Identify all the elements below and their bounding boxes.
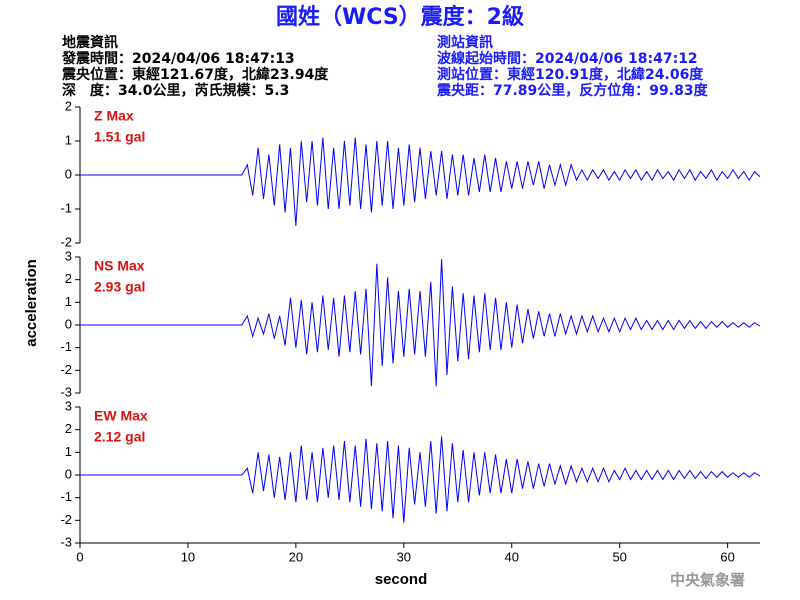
y-tick-label: 1: [65, 444, 72, 459]
x-tick-label: 30: [397, 549, 411, 564]
x-axis-label: second: [375, 571, 428, 588]
y-tick-label: -1: [60, 489, 72, 504]
info-line: 波線起始時間：2024/04/06 18:47:12: [437, 50, 698, 67]
y-tick-label: -2: [60, 234, 72, 249]
max-annotation: 2.12 gal: [94, 429, 145, 445]
waveform: [80, 137, 761, 227]
max-annotation: EW Max: [94, 408, 148, 424]
y-tick-label: 1: [65, 294, 72, 309]
y-tick-label: 3: [65, 398, 72, 413]
title: 國姓（WCS）震度：2級: [276, 4, 524, 30]
info-line: 測站資訊: [437, 34, 493, 51]
station-info: 測站資訊 波線起始時間：2024/04/06 18:47:12 測站位置：東經1…: [436, 34, 709, 99]
y-tick-label: -1: [60, 200, 72, 215]
x-tick-label: 0: [76, 549, 83, 564]
y-tick-label: -1: [60, 339, 72, 354]
y-tick-label: -2: [60, 362, 72, 377]
waveform: [80, 436, 761, 523]
info-line: 地震資訊: [62, 34, 118, 51]
y-tick-label: 3: [65, 248, 72, 263]
watermark: 中央氣象署: [670, 571, 745, 589]
max-annotation: NS Max: [94, 258, 145, 274]
x-tick-label: 50: [612, 549, 626, 564]
max-annotation: Z Max: [94, 108, 134, 124]
info-line: 震央距：77.89公里，反方位角：99.83度: [436, 82, 709, 99]
x-tick-label: 60: [720, 549, 734, 564]
waveform: [80, 259, 761, 387]
y-tick-label: 0: [65, 166, 72, 181]
info-line: 震央位置：東經121.67度，北緯23.94度: [61, 66, 329, 83]
y-axis-label: acceleration: [23, 259, 40, 347]
y-tick-label: 1: [65, 132, 72, 147]
y-tick-label: 0: [65, 466, 72, 481]
y-tick-label: 0: [65, 316, 72, 331]
x-tick-label: 20: [289, 549, 303, 564]
info-line: 測站位置：東經120.91度，北緯24.06度: [437, 66, 704, 83]
x-tick-label: 40: [505, 549, 519, 564]
y-tick-label: 2: [65, 421, 72, 436]
info-line: 發震時間：2024/04/06 18:47:13: [61, 50, 295, 67]
info-line: 深 度：34.0公里，芮氏規模：5.3: [62, 82, 289, 99]
x-tick-label: 10: [181, 549, 195, 564]
y-tick-label: -2: [60, 512, 72, 527]
y-tick-label: 2: [65, 271, 72, 286]
y-tick-label: -3: [60, 534, 72, 549]
max-annotation: 2.93 gal: [94, 279, 145, 295]
event-info: 地震資訊 發震時間：2024/04/06 18:47:13 震央位置：東經121…: [61, 34, 329, 99]
max-annotation: 1.51 gal: [94, 129, 145, 145]
y-tick-label: 2: [65, 98, 72, 113]
y-tick-label: -3: [60, 384, 72, 399]
